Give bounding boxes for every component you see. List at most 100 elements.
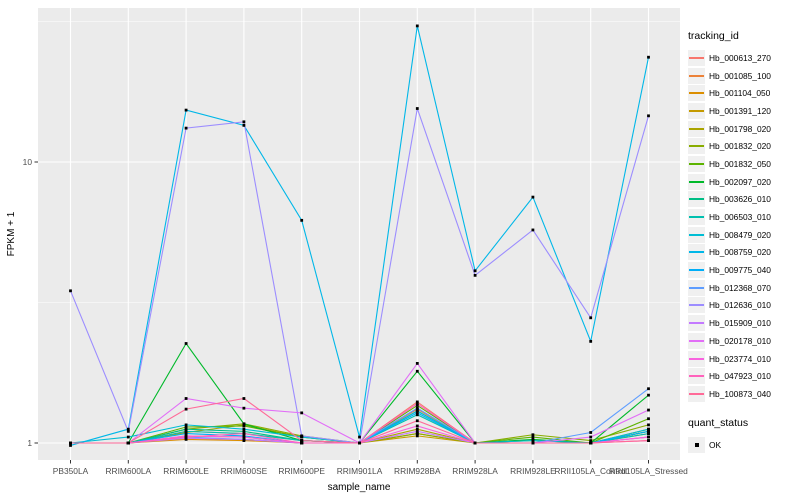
data-point [184, 435, 188, 439]
data-point [415, 361, 419, 365]
data-point [242, 427, 246, 431]
legend-item: Hb_001832_020 [688, 137, 798, 155]
data-point [300, 411, 304, 415]
data-point [647, 423, 650, 427]
data-point [647, 393, 650, 397]
legend-item: Hb_006503_010 [688, 208, 798, 226]
data-point [647, 55, 650, 59]
data-points [69, 24, 650, 447]
legend-item-label: Hb_100873_040 [709, 388, 771, 399]
data-point [300, 439, 304, 442]
x-tick-label: RRII105LA_Control [554, 466, 627, 476]
legend-title-quant-status: quant_status [688, 416, 749, 429]
legend-key [688, 209, 705, 226]
x-tick-label: PB350LA [53, 466, 89, 476]
data-point [415, 402, 419, 406]
data-point [531, 439, 535, 442]
legend-item: Hb_000613_270 [688, 49, 798, 67]
legend-key [688, 385, 705, 402]
legend-key [688, 244, 705, 261]
data-point [415, 369, 419, 373]
legend-item: Hb_100873_040 [688, 385, 798, 403]
data-point [647, 439, 650, 442]
legend-item: Hb_012636_010 [688, 297, 798, 315]
legend-key [688, 332, 705, 349]
series-color-swatch-icon [689, 198, 704, 201]
data-point [69, 444, 72, 447]
x-axis-title: sample_name [328, 482, 391, 493]
data-point [415, 411, 419, 415]
data-point [184, 397, 188, 400]
data-point [184, 342, 188, 345]
series-color-swatch-icon [689, 322, 704, 325]
data-point [126, 441, 130, 445]
data-point [242, 435, 246, 439]
x-tick-label: RRIM600LA [105, 466, 151, 476]
legend-item: Hb_015909_010 [688, 314, 798, 332]
series-color-swatch-icon [689, 56, 704, 59]
y-tick-labels: 1 10 [23, 157, 33, 448]
data-point [242, 123, 246, 127]
x-tick-label: RRIM928BA [394, 466, 441, 476]
data-point [242, 432, 246, 436]
data-point [415, 413, 419, 417]
data-point [184, 427, 188, 431]
legend-item-label: Hb_015909_010 [709, 318, 771, 329]
legend-item-label: Hb_002097_020 [709, 176, 771, 187]
data-point [415, 429, 419, 433]
legend-key [688, 155, 705, 172]
data-point [647, 114, 650, 118]
data-point [415, 424, 419, 428]
legend-item-label: Hb_001104_050 [709, 88, 771, 99]
series-color-swatch-icon [689, 216, 704, 219]
data-point [242, 397, 246, 400]
data-point [415, 406, 419, 410]
data-point [531, 195, 535, 199]
data-point [415, 400, 419, 404]
series-color-swatch-icon [689, 92, 704, 95]
series-color-swatch-icon [689, 109, 704, 112]
legend-item-label: Hb_012368_070 [709, 282, 771, 293]
data-point [589, 435, 593, 439]
legend-key [688, 173, 705, 190]
legend-item-label: Hb_008759_020 [709, 247, 771, 258]
data-point [184, 429, 188, 433]
black-square-point-icon [695, 443, 699, 447]
legend-item: Hb_001391_120 [688, 102, 798, 120]
data-point [415, 419, 419, 423]
data-point [184, 108, 188, 112]
data-point [647, 427, 650, 431]
data-point [415, 107, 419, 110]
legend-key [688, 368, 705, 385]
series-color-swatch-icon [689, 180, 704, 183]
axis-tick-marks [34, 161, 649, 464]
data-point [415, 24, 419, 28]
data-point [415, 409, 419, 413]
series-color-swatch-icon [689, 375, 704, 378]
legend-key [688, 279, 705, 296]
data-point [473, 273, 477, 277]
legend-item-label: Hb_001832_050 [709, 158, 771, 169]
legend-item-label: Hb_047923_010 [709, 371, 771, 382]
data-point [126, 427, 130, 431]
data-point [415, 434, 419, 438]
legend-item-label: Hb_008479_020 [709, 229, 771, 240]
legend-key [688, 350, 705, 367]
series-color-swatch-icon [689, 127, 704, 130]
data-point [473, 441, 477, 445]
data-point [242, 406, 246, 410]
legend-item: Hb_008479_020 [688, 226, 798, 244]
data-point [126, 429, 130, 433]
data-point [647, 417, 650, 421]
x-tick-label: RRIM901LA [337, 466, 383, 476]
legend-key [688, 102, 705, 119]
legend-key [688, 297, 705, 314]
legend-item-list: Hb_000613_270 Hb_001085_100 Hb_001104_050 H… [688, 49, 798, 403]
y-tick-label: 1 [27, 438, 32, 448]
x-tick-label: RRIM600SE [221, 466, 268, 476]
series-color-swatch-icon [689, 357, 704, 360]
legend: tracking_id Hb_000613_270 Hb_001085_100 Hb… [688, 30, 798, 453]
data-point [69, 289, 72, 293]
legend-item-label: OK [709, 439, 722, 450]
legend-item-label: Hb_000613_270 [709, 52, 771, 63]
